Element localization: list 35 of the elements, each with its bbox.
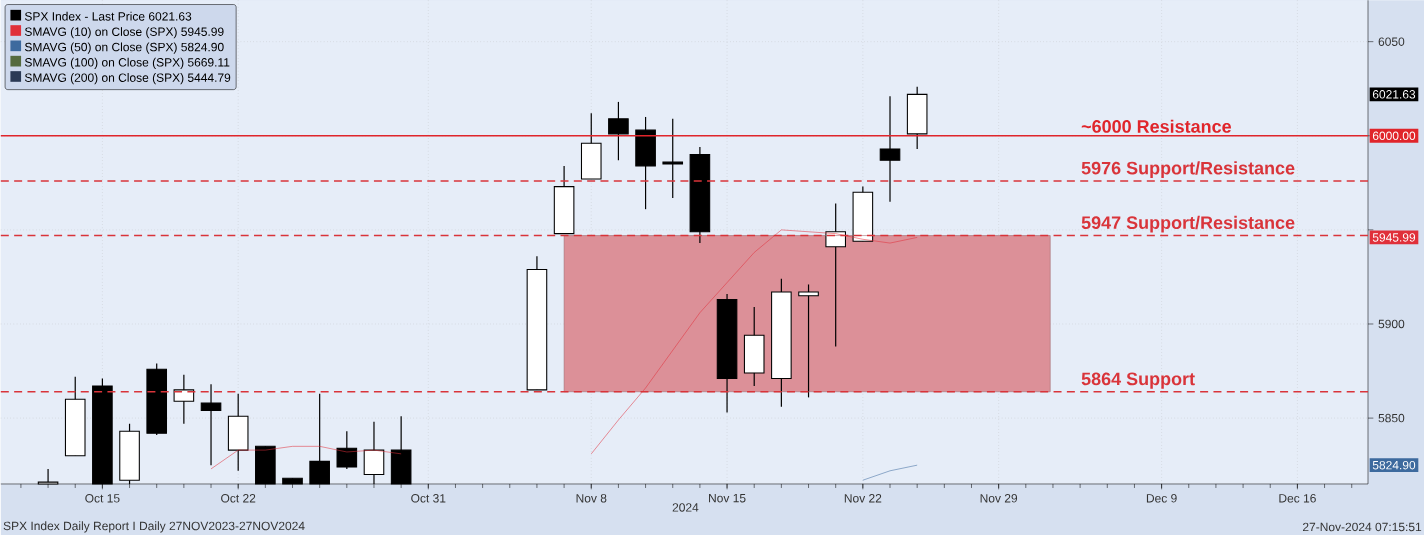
x-tick-label: Oct 31 <box>411 494 446 503</box>
text: 5824.90 <box>1372 460 1416 470</box>
x-tick-label: Oct 22 <box>221 494 256 503</box>
legend-label: SMAVG (50) on Close (SPX) 5824.90 <box>24 42 224 54</box>
legend-label: SMAVG (10) on Close (SPX) 5945.99 <box>24 27 224 39</box>
text: 5945.99 <box>1372 233 1416 242</box>
text: 2024 <box>672 503 699 512</box>
text: 6021.63 <box>1372 90 1416 99</box>
ref-line-label: ~6000 Resistance <box>1081 119 1231 133</box>
x-tick-label: Nov 29 <box>980 494 1018 503</box>
candlestick <box>200 383 222 466</box>
candlestick <box>336 430 358 470</box>
candlestick <box>879 95 901 203</box>
candlestick <box>173 374 195 425</box>
text: SPX Index Daily Report I Daily 27NOV2023-27NOV2024 <box>3 521 305 533</box>
ref-line-label: 5947 Support/Resistance <box>1081 215 1295 233</box>
ref-line-label: 5976 Support/Resistance <box>1081 161 1295 179</box>
x-tick-label: Dec 16 <box>1279 494 1316 503</box>
x-tick-label: Dec 9 <box>1146 494 1177 503</box>
x-tick-label: Nov 8 <box>576 494 607 503</box>
text: 6000.00 <box>1372 131 1416 141</box>
x-tick-label: Nov 22 <box>844 494 882 503</box>
x-tick-label: Oct 15 <box>85 494 120 503</box>
y-tick-label: 5900 <box>1378 319 1405 329</box>
legend-label: SMAVG (100) on Close (SPX) 5669.11 <box>24 57 230 69</box>
candlestick <box>608 101 629 161</box>
x-tick-label: Nov 15 <box>709 494 746 503</box>
y-tick-label: 5850 <box>1378 413 1405 423</box>
candlestick <box>798 283 819 399</box>
legend-label: SPX Index - Last Price 6021.63 <box>24 11 192 21</box>
legend-label: SMAVG (200) on Close (SPX) 5444.79 <box>24 73 231 85</box>
ref-line-label: 5864 Support <box>1081 372 1195 389</box>
y-tick-label: 6050 <box>1378 37 1405 46</box>
candlestick <box>662 118 684 199</box>
text: 27-Nov-2024 07:15:51 <box>1302 522 1422 532</box>
